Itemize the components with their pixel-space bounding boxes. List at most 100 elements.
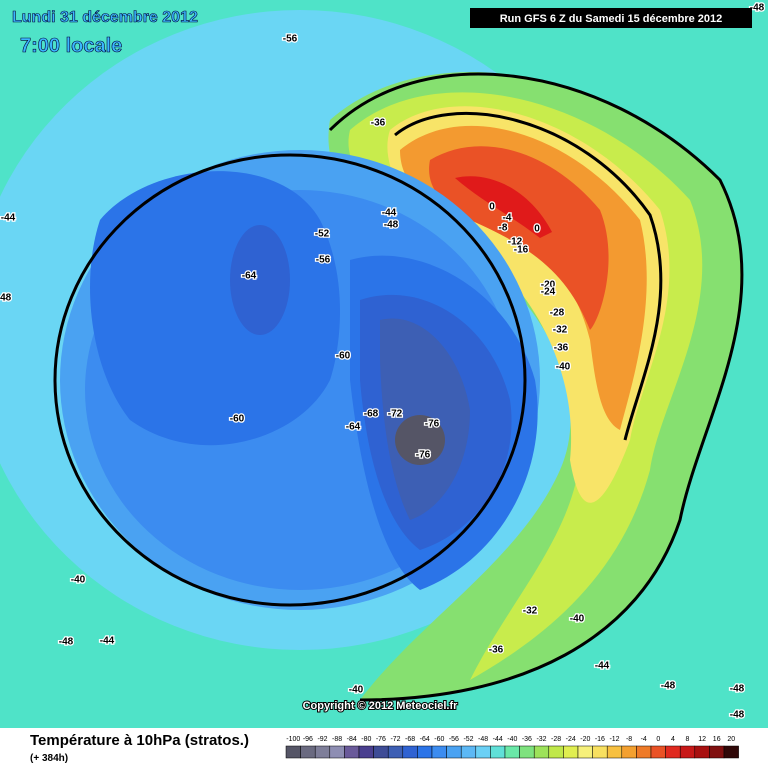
legend-swatch: [577, 745, 593, 759]
contour-label: 0: [489, 202, 495, 213]
contour-label: -44: [595, 661, 610, 672]
contour-label: -36: [489, 645, 504, 656]
legend-label: -88: [332, 736, 342, 743]
contour-label: -36: [371, 118, 386, 129]
legend-label: -80: [361, 736, 371, 743]
legend-label: -68: [405, 736, 415, 743]
contour-label: -4: [503, 213, 512, 224]
contour-label: -20: [541, 280, 556, 291]
map-date: Lundi 31 décembre 2012: [12, 9, 198, 26]
legend-swatch: [300, 745, 316, 759]
contour-label: -60: [336, 351, 351, 362]
copyright: Copyright © 2012 Meteociel.fr: [303, 700, 459, 712]
contour-label: -16: [514, 245, 529, 256]
contour-label: -48: [0, 293, 12, 304]
legend-label: 8: [686, 736, 690, 743]
legend-swatch: [387, 745, 404, 759]
legend-swatch: [373, 745, 389, 759]
footer-title: Température à 10hPa (stratos.): [30, 732, 249, 749]
contour-label: -40: [570, 614, 585, 625]
contour-label: -48: [750, 3, 765, 14]
contour-label: 0: [534, 224, 540, 235]
legend-swatch: [490, 745, 506, 759]
contour-label: -48: [59, 637, 74, 648]
footer-subtitle: (+ 384h): [30, 753, 68, 764]
legend-label: -48: [478, 736, 488, 743]
contour-label: -24: [541, 287, 556, 298]
legend-label: -56: [449, 736, 459, 743]
contour-label: -64: [346, 422, 361, 433]
run-info: Run GFS 6 Z du Samedi 15 décembre 2012: [500, 13, 723, 25]
legend-swatch: [446, 745, 462, 759]
map-time: 7:00 locale: [20, 35, 122, 57]
legend-swatch: [460, 745, 477, 759]
legend-label: -8: [626, 736, 632, 743]
contour-label: -64: [242, 271, 257, 282]
legend-label: -24: [566, 736, 576, 743]
legend-label: -64: [420, 736, 430, 743]
legend-label: -4: [641, 736, 647, 743]
temperature-fields: [0, 10, 742, 700]
legend-label: -16: [595, 736, 605, 743]
contour-label: -44: [1, 213, 16, 224]
legend-label: 16: [713, 736, 721, 743]
legend-swatch: [548, 745, 564, 759]
legend-swatch: [314, 745, 331, 759]
contour-label: -48: [730, 684, 745, 695]
legend-swatch: [723, 745, 739, 759]
contour-label: -44: [382, 208, 397, 219]
legend-label: -28: [551, 736, 561, 743]
legend-swatch: [665, 745, 681, 759]
contour-label: -56: [283, 34, 298, 45]
legend-label: 12: [698, 736, 706, 743]
legend-swatch: [417, 745, 433, 759]
contour-label: -48: [384, 220, 399, 231]
contour-label: -32: [553, 325, 568, 336]
legend-label: -72: [390, 736, 400, 743]
legend-swatch: [621, 745, 637, 759]
legend-label: -32: [536, 736, 546, 743]
legend-label: -12: [609, 736, 619, 743]
legend-swatch: [650, 745, 666, 759]
legend-label: -52: [463, 736, 473, 743]
legend-label: -60: [434, 736, 444, 743]
contour-label: -56: [316, 255, 331, 266]
legend-label: -96: [303, 736, 313, 743]
legend-swatch: [533, 745, 550, 759]
run-box: [470, 8, 752, 28]
legend-swatch: [694, 745, 710, 759]
contour-label: -68: [364, 409, 379, 420]
legend-swatch: [504, 745, 520, 759]
color-legend: -100 -96 -92 -88 -84 -80 -76 -72 -68 -64 -60 -56 -52…: [285, 736, 739, 759]
legend-swatch: [563, 745, 579, 759]
contour-label: -12: [508, 237, 523, 248]
contour-label: -40: [349, 685, 364, 696]
contour-label: -40: [556, 362, 571, 373]
legend-label: -100: [286, 736, 300, 743]
legend-swatch: [285, 745, 301, 759]
legend-label: -44: [493, 736, 503, 743]
legend-swatch: [606, 745, 623, 759]
legend-label: -84: [347, 736, 357, 743]
contour-label: -32: [523, 606, 538, 617]
contour-label: -36: [554, 343, 569, 354]
legend-swatch: [519, 745, 535, 759]
legend-swatch: [329, 745, 345, 759]
contour-label: -60: [230, 414, 245, 425]
legend-swatch: [475, 745, 491, 759]
legend-label: 20: [727, 736, 735, 743]
contour-label: -52: [315, 229, 330, 240]
legend-swatch: [402, 745, 418, 759]
contour-label: -76: [425, 419, 440, 430]
legend-label: -92: [317, 736, 327, 743]
contour-labels: -56-36-44-48-52-44-48-56-64-60-60-68-72-…: [0, 1, 766, 722]
legend-swatch: [709, 745, 725, 759]
legend-label: -40: [507, 736, 517, 743]
legend-swatch: [344, 745, 360, 759]
legend-label: -76: [376, 736, 386, 743]
legend-swatch: [679, 745, 696, 759]
legend-swatch: [358, 745, 374, 759]
legend-swatch: [592, 745, 608, 759]
